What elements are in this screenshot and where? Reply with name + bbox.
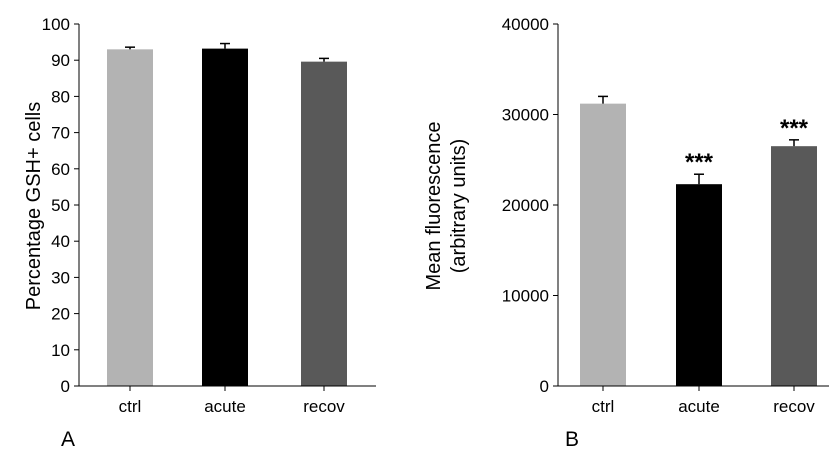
panel-a-y-ticks: 0 10 20 30 40 50 60 70 80 90 100	[42, 15, 79, 396]
a-bar-ctrl	[107, 49, 153, 387]
a-ytick-label: 20	[51, 305, 70, 324]
a-ytick-label: 70	[51, 124, 70, 143]
panel-a-y-axis-label: Percentage GSH+ cells	[23, 102, 45, 310]
a-ytick-label: 90	[51, 51, 70, 70]
panel-b: Mean fluorescence (arbitrary units) 0 100…	[423, 15, 829, 450]
panel-b-y-axis-label-line2: (arbitrary units)	[448, 139, 470, 273]
b-category-label-ctrl: ctrl	[592, 397, 615, 416]
b-category-label-recov: recov	[773, 397, 815, 416]
a-category-label-ctrl: ctrl	[119, 397, 142, 416]
b-bar-recov	[771, 146, 817, 386]
a-bar-recov	[301, 61, 347, 386]
b-ytick-label: 0	[540, 377, 549, 396]
b-significance-acute: ***	[685, 149, 714, 176]
a-ytick-label: 60	[51, 160, 70, 179]
b-ytick-label: 20000	[502, 196, 549, 215]
b-bar-acute	[676, 184, 722, 386]
b-bar-ctrl	[580, 103, 626, 386]
a-ytick-label: 50	[51, 196, 70, 215]
a-ytick-label: 10	[51, 341, 70, 360]
a-ytick-label: 0	[61, 377, 70, 396]
panel-a-bars	[107, 42, 347, 387]
panel-a: Percentage GSH+ cells 0 10 20 30 40 50 60 70 80 9…	[23, 15, 376, 450]
b-category-label-acute: acute	[678, 397, 720, 416]
panel-b-bars: *** ***	[580, 95, 817, 386]
panel-b-y-ticks: 0 10000 20000 30000 40000	[502, 15, 558, 396]
a-category-label-acute: acute	[204, 397, 246, 416]
b-ytick-label: 30000	[502, 106, 549, 125]
a-category-label-recov: recov	[303, 397, 345, 416]
panel-a-letter: A	[61, 428, 75, 450]
a-ytick-label: 40	[51, 232, 70, 251]
a-ytick-label: 100	[42, 15, 70, 34]
panel-b-letter: B	[565, 428, 579, 450]
a-ytick-label: 80	[51, 87, 70, 106]
panel-b-category-labels: ctrl acute recov	[592, 386, 815, 416]
b-ytick-label: 10000	[502, 287, 549, 306]
b-significance-recov: ***	[780, 115, 809, 142]
panel-b-y-axis-label-line1: Mean fluorescence	[423, 122, 445, 291]
a-ytick-label: 30	[51, 268, 70, 287]
a-bar-acute	[202, 48, 248, 387]
panel-a-category-labels: ctrl acute recov	[119, 386, 345, 416]
b-ytick-label: 40000	[502, 15, 549, 34]
